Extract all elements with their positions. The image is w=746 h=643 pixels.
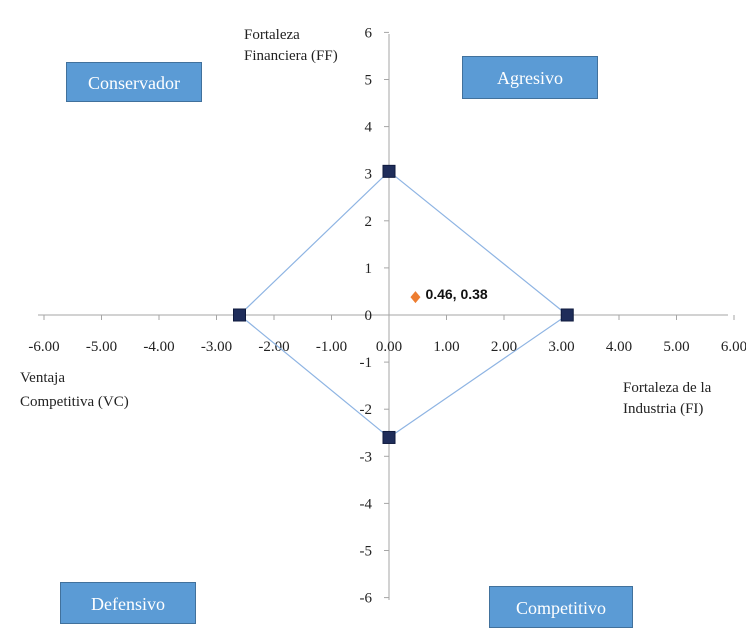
polygon-vertex-marker	[233, 308, 246, 322]
y-tick-label: 3	[365, 167, 373, 183]
x-tick-label: -3.00	[201, 339, 232, 355]
polygon-outline	[238, 170, 569, 439]
x-tick-label: 2.00	[491, 339, 517, 355]
y-tick-label: 4	[365, 120, 373, 136]
y-tick-label: -4	[360, 496, 373, 512]
x-axis-label-left: Ventaja Competitiva (VC)	[20, 370, 129, 410]
x-tick-label: 4.00	[606, 339, 632, 355]
position-polygon	[233, 164, 574, 444]
quadrant-defensivo-label: Defensivo	[91, 594, 165, 614]
x-tick-label: -1.00	[316, 339, 347, 355]
result-point-label: 0.46, 0.38	[425, 286, 487, 302]
x-tick-label: 1.00	[433, 339, 459, 355]
y-tick-label: 5	[365, 73, 373, 89]
result-point-marker	[410, 291, 421, 304]
quadrant-competitivo-box: Competitivo	[489, 586, 633, 628]
quadrant-agresivo-label: Agresivo	[497, 68, 563, 88]
x-tick-label: 6.00	[721, 339, 746, 355]
x-tick-label: -2.00	[258, 339, 289, 355]
y-tick-label: 2	[365, 214, 373, 230]
x-axis-label-right: Fortaleza de la Industria (FI)	[623, 380, 715, 417]
y-tick-label: -3	[360, 449, 373, 465]
x-tick-label: -6.00	[28, 339, 59, 355]
x-tick-label: -5.00	[86, 339, 117, 355]
y-tick-label: -2	[360, 402, 373, 418]
y-tick-label: 0	[365, 308, 373, 324]
y-tick-label: -5	[360, 544, 373, 560]
y-axis-label: Fortaleza Financiera (FF)	[244, 27, 338, 64]
quadrant-defensivo-box: Defensivo	[60, 582, 196, 624]
axes	[38, 34, 728, 600]
y-tick-label: 1	[365, 261, 373, 277]
x-tick-labels: -6.00 -5.00 -4.00 -3.00 -2.00 -1.00 0.00 1.00 2.…	[28, 315, 746, 355]
polygon-vertex-marker	[560, 308, 574, 322]
x-tick-label: -4.00	[143, 339, 174, 355]
quadrant-competitivo-label: Competitivo	[516, 598, 606, 618]
y-tick-labels: 6 5 4 3 2 1 0 -1 -2 -3 -4 -5 -6	[360, 25, 389, 607]
polygon-vertex-marker	[382, 164, 396, 178]
polygon-vertex-marker	[382, 430, 396, 444]
y-tick-label: 6	[365, 25, 373, 41]
quadrant-agresivo-box: Agresivo	[462, 56, 598, 99]
y-tick-label: -1	[360, 355, 373, 371]
quadrant-conservador-box: Conservador	[66, 62, 202, 102]
quadrant-conservador-label: Conservador	[88, 73, 180, 93]
x-tick-label: 3.00	[548, 339, 574, 355]
x-tick-label: 0.00	[376, 339, 402, 355]
result-point-group: 0.46, 0.38	[410, 286, 488, 304]
x-tick-label: 5.00	[663, 339, 689, 355]
y-tick-label: -6	[360, 591, 373, 607]
